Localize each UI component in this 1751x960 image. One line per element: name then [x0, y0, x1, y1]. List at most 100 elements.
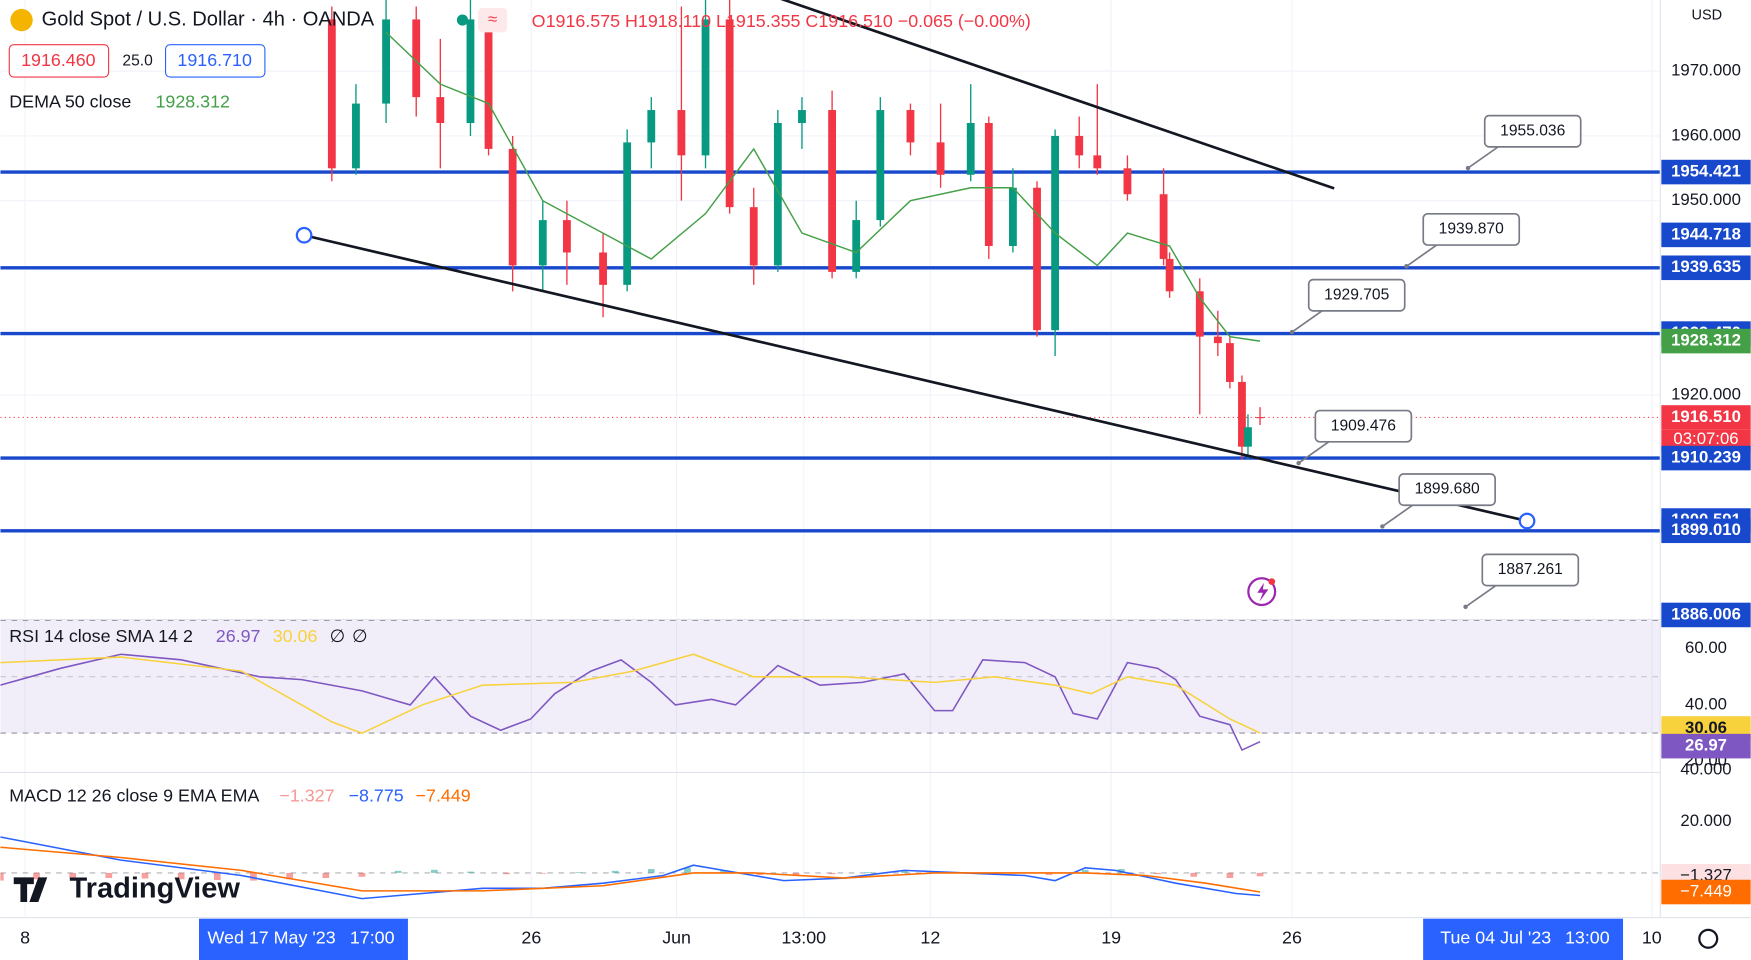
event-bolt: [1257, 582, 1269, 602]
price-label: 1939.635: [1671, 257, 1741, 276]
x-tick-label: 26: [1282, 928, 1302, 948]
candle-body: [599, 252, 607, 285]
overlay: Gold Spot / U.S. Dollar · 4h · OANDA ≈ O…: [8, 7, 1723, 949]
x-tick-label: 19: [1101, 928, 1121, 948]
callout-anchor: [1296, 460, 1301, 466]
histogram-bar: [1154, 872, 1161, 875]
candle-body: [725, 19, 734, 208]
candle-body: [701, 19, 710, 156]
indicator-value: −7.449: [416, 786, 471, 806]
x-highlight-label: Wed 17 May '23: [207, 928, 335, 948]
callout-box[interactable]: [1398, 473, 1496, 507]
rsi-pane: [0, 619, 1661, 752]
callout-anchor: [1380, 524, 1385, 529]
histogram-bar: [539, 872, 547, 874]
histogram-bar: [141, 872, 149, 879]
indicator-axis-label: 26.97: [1685, 736, 1727, 755]
x-highlight-label: 17:00: [350, 928, 395, 948]
y-tick-label: 1950.000: [1671, 190, 1741, 209]
settings-icon[interactable]: [1698, 928, 1719, 949]
price-pane: 1955.036 1939.870 1929.705 1909.476 1899.680…: [0, 0, 1661, 610]
market-status: [456, 14, 469, 26]
candle-body: [508, 148, 517, 266]
indicator-axis-box: [1661, 733, 1751, 759]
price-label-box: [1661, 518, 1751, 544]
callout-box[interactable]: [1481, 553, 1580, 587]
candle-body: [538, 220, 547, 266]
candle-body: [1165, 258, 1174, 292]
trend-handle[interactable]: [295, 226, 313, 244]
callout-box[interactable]: [1307, 278, 1406, 312]
candle-body: [876, 110, 885, 221]
series-line: [385, 31, 1261, 342]
bid-button[interactable]: [8, 44, 110, 78]
price-label: 1928.312: [1671, 331, 1741, 350]
series-line: [0, 653, 1261, 752]
histogram-bar: [213, 872, 221, 881]
indicator-axis-box: [1661, 879, 1751, 905]
histogram-bar: [467, 871, 474, 873]
callout-anchor: [1404, 264, 1409, 269]
price-label: 1954.421: [1671, 161, 1741, 180]
trend-line[interactable]: [715, 0, 1335, 190]
callout-pointer: [1291, 310, 1323, 333]
price-label: 1899.010: [1671, 520, 1741, 539]
series-line: [0, 653, 1261, 735]
indicator-legend: RSI 14 close SMA 14 2: [9, 626, 193, 646]
candle-body: [749, 207, 758, 266]
histogram-bar: [1256, 872, 1264, 877]
histogram-bar: [575, 872, 583, 873]
ask-button[interactable]: [164, 44, 266, 78]
indicator-value: ∅: [352, 626, 368, 646]
price-label-box: [1661, 159, 1751, 185]
trend-handle[interactable]: [1518, 512, 1536, 530]
histogram-bar: [0, 872, 4, 881]
candle-body: [1256, 417, 1264, 419]
callout-pointer: [1406, 244, 1438, 267]
ohlc-legend: O1916.575 H1918.110 L1915.355 C1916.510 …: [532, 11, 1031, 31]
y-tick-label: 40.000: [1680, 760, 1731, 779]
indicator-value: 30.06: [273, 626, 318, 646]
callout-box[interactable]: [1422, 212, 1521, 246]
callout-label: 1939.870: [1439, 221, 1504, 238]
logo[interactable]: TradingView: [70, 872, 241, 904]
price-label: 1944.718: [1671, 224, 1741, 243]
candle-body: [1123, 168, 1132, 195]
callout-label: 1909.476: [1331, 417, 1396, 434]
callout-label: 1929.705: [1324, 286, 1389, 303]
x-highlight-label: Tue 04 Jul '23: [1440, 928, 1551, 948]
candle-body: [1159, 194, 1168, 259]
y-tick-label: 20.000: [1680, 811, 1731, 830]
macd-pane: [0, 836, 1661, 900]
candle-body: [798, 110, 806, 124]
x-highlight-label: 13:00: [1565, 928, 1610, 948]
candle-body: [647, 110, 656, 143]
bid-price[interactable]: 1916.460: [21, 50, 96, 70]
currency[interactable]: USD: [1692, 7, 1723, 23]
histogram-bar: [864, 872, 872, 873]
candle-body: [436, 97, 445, 124]
indicator-legend: MACD 12 26 close 9 EMA EMA: [9, 786, 259, 806]
ask-price[interactable]: 1916.710: [177, 50, 252, 70]
symbol-icon: [10, 8, 33, 32]
callout-box[interactable]: [1483, 114, 1582, 148]
histogram-bar: [430, 869, 438, 873]
histogram-bar: [828, 872, 836, 875]
histogram-bar: [105, 872, 113, 879]
time-range-highlight: [199, 918, 408, 960]
candle-body: [1225, 343, 1234, 382]
axes: 8 26 Jun 13:00 12 19 26 10 Wed 17 May '23 17:00 Tu…: [20, 61, 1751, 960]
y-tick-label: 1920.000: [1671, 384, 1741, 403]
callout-box[interactable]: [1314, 409, 1413, 443]
histogram-bar: [792, 872, 800, 876]
trend-line[interactable]: [303, 233, 1528, 523]
price-label: 1886.006: [1671, 604, 1741, 623]
histogram-bar: [1190, 872, 1198, 877]
candle-body: [677, 110, 686, 156]
candle-body: [1075, 135, 1084, 156]
callout-pointer: [1298, 441, 1330, 464]
histogram-bar: [684, 867, 691, 873]
histogram-bar: [33, 872, 40, 880]
